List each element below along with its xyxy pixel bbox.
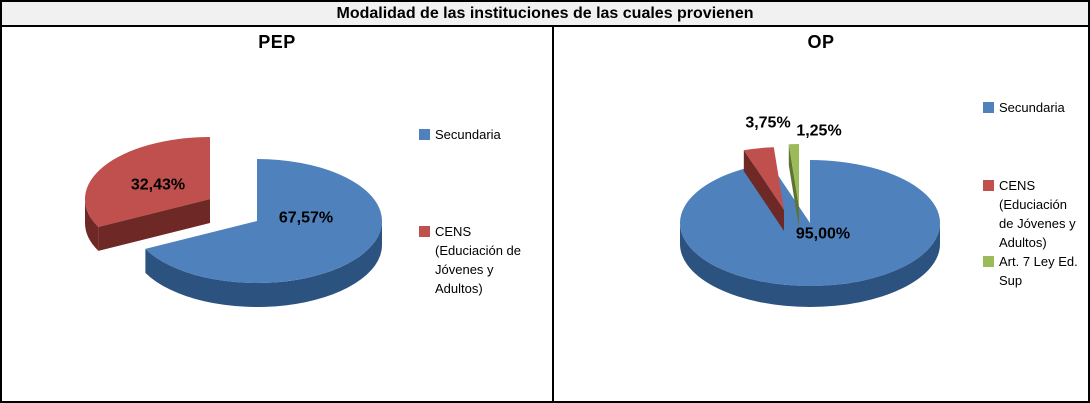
data-label: 95,00% xyxy=(796,226,850,243)
legend-item-op-1[interactable]: Secundaria xyxy=(983,98,1065,117)
legend-marker xyxy=(983,256,994,267)
pie-slice-op-1[interactable] xyxy=(679,160,940,286)
pie-slice-side xyxy=(680,223,940,307)
legend-marker xyxy=(419,226,430,237)
legend-label: CENS (Educiación de Jóvenes y Adultos) xyxy=(435,224,521,296)
legend-item-pep-2[interactable]: CENS (Educiación de Jóvenes y Adultos) xyxy=(419,222,521,298)
pie-slice-side xyxy=(85,199,99,251)
pie-slice-side xyxy=(788,144,799,228)
legend-item-op-2[interactable]: CENS (Educiación de Jóvenes y Adultos) xyxy=(983,176,1076,252)
legend-label: Secundaria xyxy=(435,127,501,142)
chart-main-title: Modalidad de las instituciones de las cu… xyxy=(336,4,754,22)
pie-slice-pep-2[interactable] xyxy=(84,137,210,227)
data-label: 1,25% xyxy=(796,123,841,140)
pie-slice-pep-1[interactable] xyxy=(145,159,383,283)
legend-label: Secundaria xyxy=(999,100,1065,115)
data-label: 3,75% xyxy=(745,115,790,132)
legend-marker xyxy=(983,180,994,191)
pep-chart-title: PEP xyxy=(258,32,296,52)
legend-label: CENS (Educiación de Jóvenes y Adultos) xyxy=(999,178,1076,250)
data-label: 67,57% xyxy=(279,210,333,227)
legend-label: Art. 7 Ley Ed. Sup xyxy=(999,254,1078,288)
pie-pep: 67,57% 32,43% xyxy=(84,137,383,307)
chart-header: Modalidad de las instituciones de las cu… xyxy=(2,2,1088,27)
legend-marker xyxy=(419,129,430,140)
legend-item-pep-1[interactable]: Secundaria xyxy=(419,125,501,144)
legend-item-op-3[interactable]: Art. 7 Ley Ed. Sup xyxy=(983,252,1078,290)
pie-slice-side xyxy=(145,221,382,307)
pie-slice-side xyxy=(743,150,784,231)
pie-slice-side xyxy=(98,199,210,251)
legend-marker xyxy=(983,102,994,113)
pie-slice-op-2[interactable] xyxy=(743,147,784,210)
op-chart-title: OP xyxy=(807,32,835,52)
data-label: 32,43% xyxy=(131,177,185,194)
pie-slice-op-3[interactable] xyxy=(788,144,799,207)
pie-op: 95,00% 3,75% 1,25% xyxy=(679,115,940,307)
